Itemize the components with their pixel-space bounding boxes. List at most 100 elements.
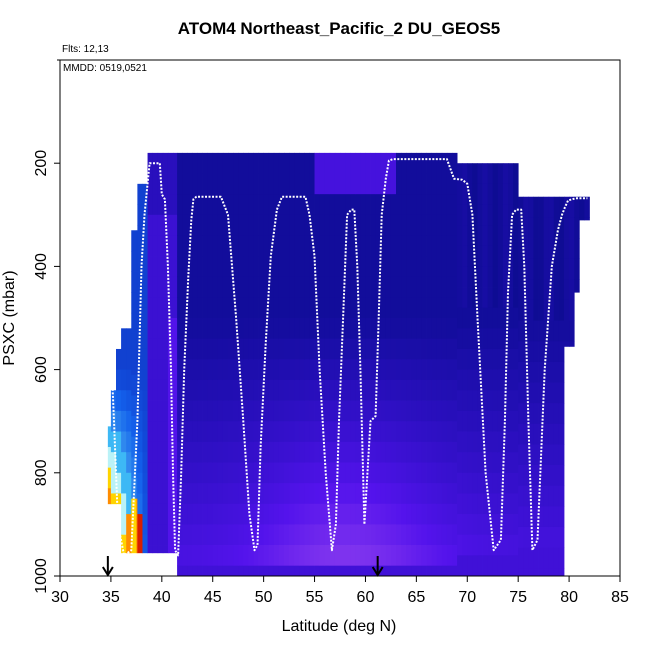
heatmap-cell bbox=[457, 410, 463, 432]
y-axis-label: PSXC (mbar) bbox=[1, 270, 18, 365]
heatmap-cell bbox=[182, 194, 188, 216]
heatmap-cell bbox=[319, 359, 326, 381]
heatmap-cell bbox=[365, 400, 371, 422]
heatmap-cell bbox=[370, 379, 377, 401]
heatmap-cell bbox=[258, 359, 265, 381]
heatmap-cell bbox=[233, 235, 239, 257]
heatmap-cell bbox=[116, 390, 122, 412]
heatmap-cell bbox=[467, 514, 473, 536]
heatmap-cell bbox=[126, 431, 132, 453]
heatmap-cell bbox=[553, 299, 560, 321]
heatmap-cell bbox=[446, 503, 453, 525]
heatmap-cell bbox=[558, 299, 565, 321]
heatmap-cell bbox=[253, 524, 259, 546]
heatmap-cell bbox=[355, 173, 361, 195]
heatmap-cell bbox=[518, 382, 524, 404]
heatmap-cell bbox=[233, 173, 239, 195]
heatmap-cell bbox=[355, 524, 361, 546]
heatmap-cell bbox=[233, 276, 239, 298]
heatmap-cell bbox=[477, 348, 483, 370]
heatmap-cell bbox=[217, 194, 224, 216]
heatmap-cell bbox=[137, 410, 143, 432]
heatmap-cell bbox=[538, 485, 545, 507]
heatmap-cell bbox=[243, 276, 249, 298]
heatmap-cell bbox=[401, 276, 407, 298]
heatmap-cell bbox=[258, 235, 265, 257]
heatmap-cell bbox=[416, 421, 422, 443]
heatmap-cell bbox=[324, 256, 331, 278]
heatmap-cell bbox=[406, 503, 412, 525]
heatmap-cell bbox=[431, 441, 438, 463]
heatmap-cell bbox=[192, 462, 198, 484]
heatmap-cell bbox=[457, 534, 463, 556]
heatmap-cell bbox=[365, 524, 371, 546]
heatmap-cell bbox=[390, 379, 397, 401]
heatmap-cell bbox=[340, 545, 346, 567]
heatmap-cell bbox=[273, 276, 280, 298]
heatmap-cell bbox=[487, 163, 494, 185]
heatmap-cell bbox=[273, 194, 280, 216]
heatmap-cell bbox=[152, 421, 159, 443]
heatmap-cell bbox=[340, 276, 346, 298]
heatmap-cell bbox=[426, 441, 433, 463]
heatmap-cell bbox=[416, 256, 422, 278]
heatmap-cell bbox=[324, 235, 331, 257]
latitude-arrows bbox=[102, 556, 384, 577]
heatmap-cell bbox=[457, 493, 463, 515]
heatmap-cell bbox=[477, 266, 483, 288]
heatmap-cell bbox=[167, 503, 174, 525]
heatmap-cell bbox=[508, 183, 514, 205]
heatmap-cell bbox=[126, 472, 132, 494]
heatmap-cell bbox=[543, 506, 550, 528]
heatmap-cell bbox=[365, 194, 371, 216]
heatmap-cell bbox=[569, 299, 575, 321]
heatmap-cell bbox=[136, 374, 138, 396]
heatmap-cell bbox=[177, 256, 183, 278]
heatmap-cell bbox=[329, 173, 336, 195]
heatmap-cell bbox=[360, 400, 366, 422]
heatmap-cell bbox=[477, 369, 483, 391]
heatmap-cell bbox=[502, 493, 509, 515]
heatmap-cell bbox=[202, 483, 209, 505]
heatmap-cell bbox=[411, 214, 417, 236]
heatmap-cell bbox=[416, 338, 422, 360]
heatmap-cell bbox=[426, 318, 433, 340]
heatmap-cell bbox=[324, 565, 331, 577]
heatmap-cell bbox=[528, 444, 534, 466]
heatmap-cell bbox=[314, 276, 321, 298]
heatmap-cell bbox=[477, 555, 483, 577]
heatmap-cell bbox=[345, 421, 351, 443]
heatmap-cell bbox=[350, 214, 356, 236]
heatmap-cell bbox=[385, 503, 392, 525]
heatmap-cell bbox=[350, 318, 356, 340]
heatmap-cell bbox=[284, 256, 290, 278]
heatmap-cell bbox=[497, 534, 504, 556]
heatmap-cell bbox=[142, 534, 148, 554]
heatmap-cell bbox=[263, 421, 270, 443]
heatmap-cell bbox=[248, 338, 254, 360]
heatmap-cell bbox=[513, 493, 519, 515]
heatmap-cell bbox=[370, 256, 377, 278]
heatmap-cell bbox=[329, 545, 336, 567]
heatmap-cell bbox=[238, 441, 244, 463]
heatmap-cell bbox=[487, 493, 494, 515]
heatmap-cell bbox=[482, 348, 489, 370]
heatmap-cell bbox=[197, 194, 203, 216]
heatmap-cell bbox=[309, 173, 315, 195]
heatmap-cell bbox=[441, 524, 448, 546]
heatmap-cell bbox=[467, 390, 473, 412]
heatmap-cell bbox=[152, 359, 159, 381]
heatmap-cell bbox=[304, 173, 310, 195]
heatmap-cell bbox=[345, 400, 351, 422]
heatmap-cell bbox=[187, 421, 193, 443]
heatmap-cell bbox=[289, 421, 295, 443]
heatmap-cell bbox=[416, 462, 422, 484]
heatmap-cell bbox=[294, 400, 300, 422]
heatmap-cell bbox=[278, 483, 285, 505]
heatmap-cell bbox=[157, 483, 164, 505]
heatmap-cell bbox=[192, 400, 198, 422]
heatmap-cell bbox=[233, 152, 239, 174]
heatmap-cell bbox=[472, 555, 478, 577]
dates-label: MMDD: 0519,0521 bbox=[63, 63, 147, 74]
heatmap-cell bbox=[258, 338, 265, 360]
